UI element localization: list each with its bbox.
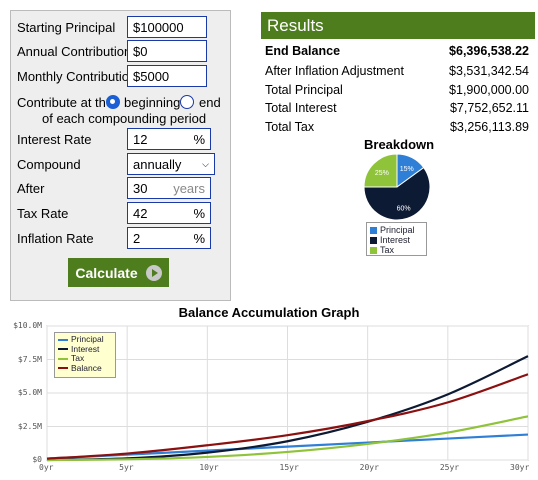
annual-contribution-label: Annual Contribution <box>17 44 132 59</box>
tax-rate-label: Tax Rate <box>17 206 69 221</box>
inflation-rate-input[interactable]: 2 % <box>127 227 211 249</box>
results-title: Results <box>267 15 324 35</box>
pie-legend-item: Tax <box>370 245 423 255</box>
result-row: Total Principal $1,900,000.00 <box>265 83 529 97</box>
graph-legend-item: Interest <box>58 343 112 355</box>
chevron-down-icon: ⌵ <box>202 158 209 169</box>
legend-label: Tax <box>380 245 395 255</box>
x-tick-label: 25yr <box>439 463 460 472</box>
annual-contribution-input[interactable]: $0 <box>127 40 207 62</box>
starting-principal-label: Starting Principal <box>17 20 116 35</box>
series-line-balance <box>46 373 529 460</box>
result-label: After Inflation Adjustment <box>265 64 404 78</box>
play-icon <box>145 264 162 281</box>
legend-line <box>58 348 68 351</box>
graph-legend-item: Balance <box>58 362 112 374</box>
result-value: $1,900,000.00 <box>449 83 529 97</box>
result-label: Total Tax <box>265 120 315 134</box>
radio-end-label: end <box>199 95 221 110</box>
contribute-suffix-label: of each compounding period <box>42 111 207 126</box>
calculate-button[interactable]: Calculate <box>68 258 169 287</box>
interest-rate-input[interactable]: 12 % <box>127 128 211 150</box>
calculate-label: Calculate <box>75 264 138 281</box>
legend-label: Balance <box>71 362 102 373</box>
radio-end[interactable] <box>180 95 194 109</box>
starting-principal-input[interactable]: $100000 <box>127 16 207 38</box>
y-tick-label: $10.0M <box>13 321 42 330</box>
tax-rate-input[interactable]: 42 % <box>127 202 211 224</box>
legend-label: Interest <box>71 343 100 354</box>
graph-legend-item: Tax <box>58 353 112 364</box>
inflation-rate-label: Inflation Rate <box>17 231 94 246</box>
graph-legend: Principal Interest Tax Balance <box>54 332 116 378</box>
results-header: Results <box>261 12 535 39</box>
after-label: After <box>17 181 45 196</box>
x-tick-label: 30yr <box>510 463 530 472</box>
result-label: End Balance <box>265 44 341 58</box>
monthly-contribution-label: Monthly Contribution <box>17 69 137 84</box>
legend-swatch <box>370 246 377 254</box>
result-row: Total Interest $7,752,652.11 <box>265 101 529 115</box>
graph-legend-item: Principal <box>58 334 112 345</box>
legend-swatch <box>370 226 377 234</box>
breakdown-title: Breakdown <box>364 137 435 152</box>
legend-label: Interest <box>380 235 411 245</box>
result-row: Total Tax $3,256,113.89 <box>265 120 529 134</box>
pie-legend: Principal Interest Tax <box>366 222 427 256</box>
x-tick-label: 0yr <box>39 463 54 472</box>
legend-line <box>58 367 68 370</box>
y-tick-label: $2.5M <box>17 421 42 431</box>
x-tick-label: 20yr <box>359 463 379 472</box>
compound-select[interactable]: annually ⌵ <box>127 153 215 175</box>
result-value: $7,752,652.11 <box>449 101 529 115</box>
pie-legend-item: Interest <box>370 235 423 245</box>
x-tick-label: 10yr <box>199 463 219 472</box>
y-tick-label: $0 <box>32 455 42 464</box>
radio-beginning[interactable] <box>106 95 120 109</box>
x-tick-label: 5yr <box>119 463 134 472</box>
x-tick-label: 15yr <box>279 463 299 472</box>
result-row: After Inflation Adjustment $3,531,342.54 <box>265 64 529 78</box>
radio-beginning-label: beginning <box>124 95 181 110</box>
legend-label: Principal <box>71 334 104 344</box>
interest-rate-label: Interest Rate <box>17 132 92 147</box>
legend-line <box>58 357 68 360</box>
graph-title: Balance Accumulation Graph <box>178 305 360 320</box>
series-line-tax <box>46 415 529 462</box>
legend-label: Principal <box>380 225 415 235</box>
monthly-contribution-input[interactable]: $5000 <box>127 65 207 87</box>
result-value: $6,396,538.22 <box>449 44 529 58</box>
legend-swatch <box>370 236 377 244</box>
result-value: $3,256,113.89 <box>449 120 529 134</box>
compound-label: Compound <box>17 157 81 172</box>
result-value: $3,531,342.54 <box>449 64 529 78</box>
result-label: Total Principal <box>265 83 343 97</box>
y-tick-label: $5.0M <box>17 388 42 397</box>
calculator-form: Starting Principal $100000 Annual Contri… <box>10 10 231 301</box>
legend-line <box>58 338 68 341</box>
result-row: End Balance $6,396,538.22 <box>265 44 529 58</box>
after-years-input[interactable]: 30 years <box>127 177 211 199</box>
pie-legend-item: Principal <box>370 225 423 235</box>
legend-label: Tax <box>71 353 85 363</box>
y-tick-label: $7.5M <box>17 354 42 364</box>
result-label: Total Interest <box>265 101 337 115</box>
contribute-at-label: Contribute at the <box>17 95 114 110</box>
